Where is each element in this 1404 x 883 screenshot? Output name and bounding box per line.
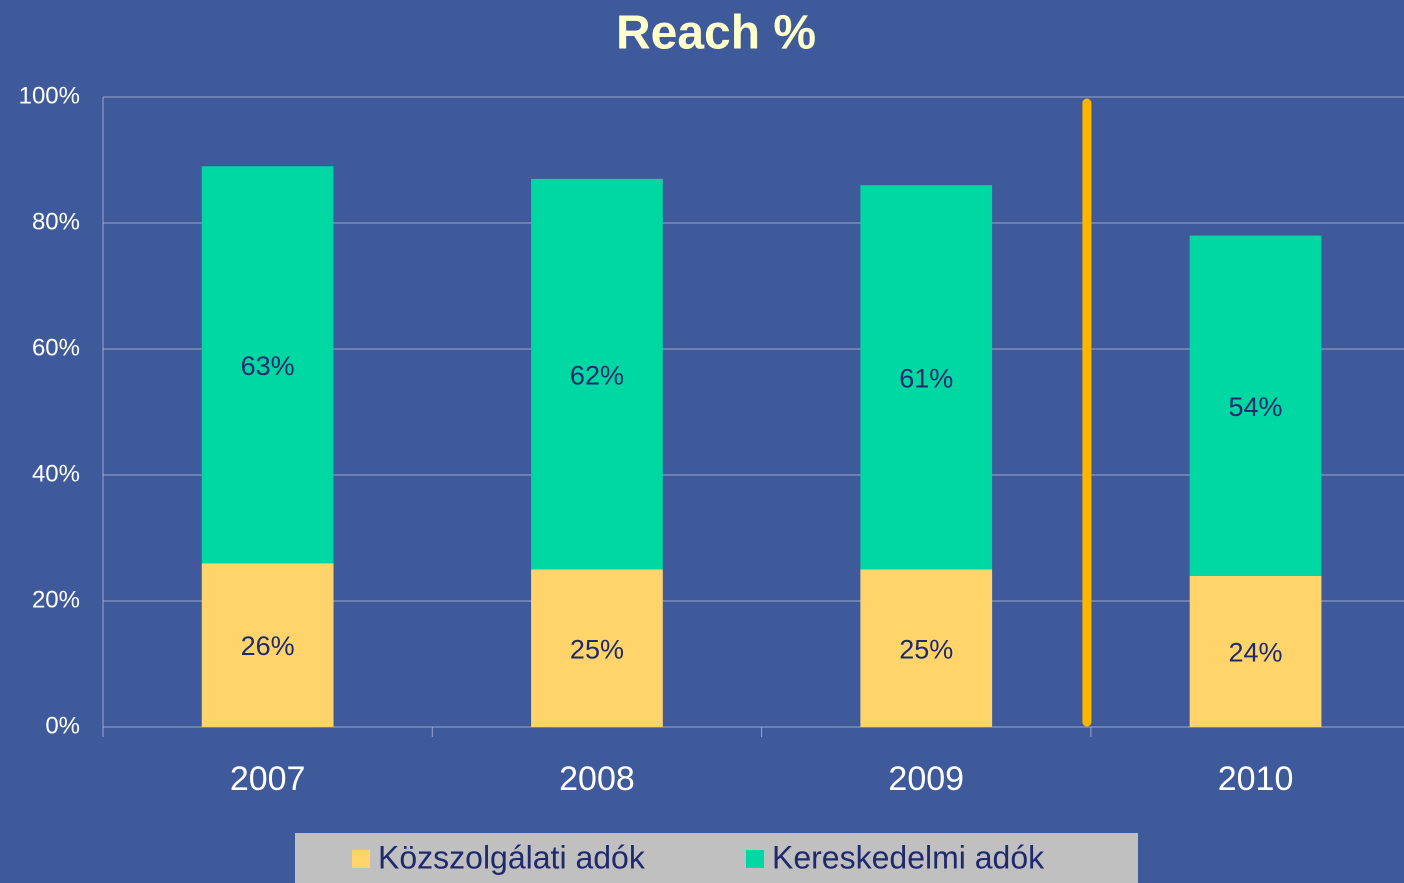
x-tick-label: 2010 (1218, 760, 1294, 798)
legend-swatch (746, 850, 764, 868)
bar-segment (201, 563, 334, 727)
legend-box (295, 833, 1138, 883)
bar-segment (1189, 235, 1322, 576)
bar-segment (531, 178, 663, 570)
legend-label: Kereskedelmi adók (772, 839, 1045, 875)
y-tick-label: 20% (32, 586, 80, 613)
chart-title: Reach % (616, 7, 816, 60)
legend-label: Közszolgálati adók (378, 839, 646, 875)
y-tick-label: 40% (32, 460, 80, 487)
data-label: 63% (241, 351, 295, 381)
data-label: 26% (241, 631, 295, 661)
data-label: 62% (570, 360, 624, 390)
x-tick-label: 2008 (559, 760, 635, 798)
bar-segment (201, 166, 334, 564)
bar-segment (860, 569, 993, 727)
y-tick-label: 80% (32, 208, 80, 235)
x-tick-label: 2007 (230, 760, 306, 798)
bar-segment (1189, 575, 1322, 727)
y-tick-label: 0% (45, 712, 80, 739)
bar-segment (860, 185, 993, 570)
bar-segment (531, 569, 663, 727)
data-label: 54% (1229, 392, 1283, 422)
y-tick-label: 60% (32, 334, 80, 361)
legend-swatch (352, 850, 370, 868)
x-tick-label: 2009 (888, 760, 964, 798)
data-label: 25% (570, 634, 624, 664)
data-label: 24% (1229, 638, 1283, 668)
data-label: 61% (899, 363, 953, 393)
data-label: 25% (899, 634, 953, 664)
y-tick-label: 100% (19, 82, 80, 109)
